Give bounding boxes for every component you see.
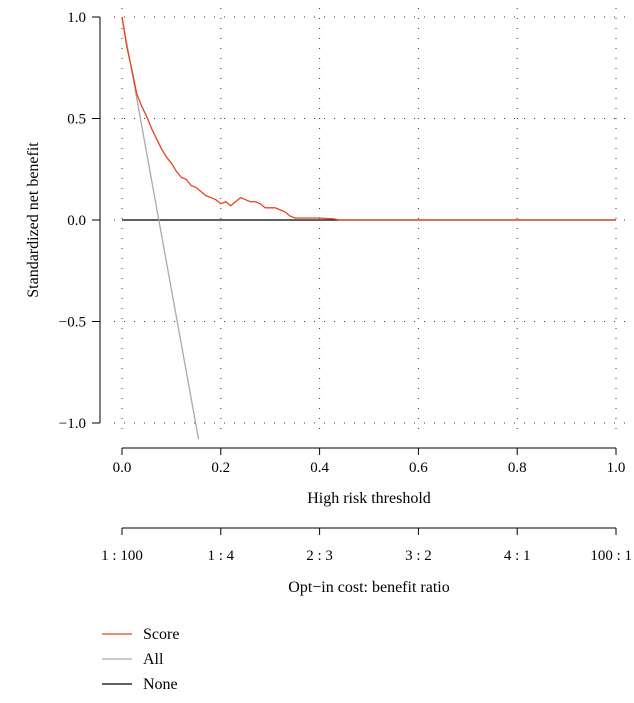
legend-label-all: All [143,651,164,668]
ratio-tick-label: 2 : 3 [306,548,333,564]
ratio-tick-label: 1 : 100 [101,548,143,564]
legend-label-none: None [143,676,178,693]
x-tick-label: 1.0 [607,460,626,476]
y-tick-label: −0.5 [59,315,86,331]
x-axis: 0.0 0.2 0.4 0.6 0.8 1.0 [113,447,626,476]
y-axis-title: Standardized net benefit [25,142,42,298]
grid [114,8,632,432]
legend: Score All None [102,626,179,693]
ratio-axis: 1 : 100 1 : 4 2 : 3 3 : 2 4 : 1 100 : 1 [101,527,632,564]
x-tick-label: 0.4 [310,460,329,476]
x-tick-label: 0.6 [409,460,428,476]
y-tick-label: 0.5 [67,112,86,128]
ratio-axis-title: Opt−in cost: benefit ratio [288,579,449,596]
ratio-ticks: 1 : 100 1 : 4 2 : 3 3 : 2 4 : 1 100 : 1 [101,528,632,564]
plot-area [114,8,632,440]
x-ticks: 0.0 0.2 0.4 0.6 0.8 1.0 [113,448,626,476]
y-ticks: 1.0 0.5 0.0 −0.5 −1.0 [59,10,100,432]
ratio-tick-label: 3 : 2 [405,548,432,564]
ratio-tick-label: 100 : 1 [590,548,632,564]
x-tick-label: 0.2 [211,460,230,476]
x-tick-label: 0.8 [508,460,527,476]
ratio-tick-label: 1 : 4 [207,548,234,564]
y-axis: 1.0 0.5 0.0 −0.5 −1.0 [59,10,101,432]
series-line-all [121,16,200,440]
legend-label-score: Score [143,626,179,643]
ratio-tick-label: 4 : 1 [504,548,531,564]
series-line-score [121,16,616,221]
x-axis-title: High risk threshold [307,490,431,507]
y-tick-label: 0.0 [67,213,86,229]
series-lines [121,16,616,440]
y-tick-label: −1.0 [59,416,86,432]
x-tick-label: 0.0 [113,460,132,476]
y-tick-label: 1.0 [67,10,86,26]
